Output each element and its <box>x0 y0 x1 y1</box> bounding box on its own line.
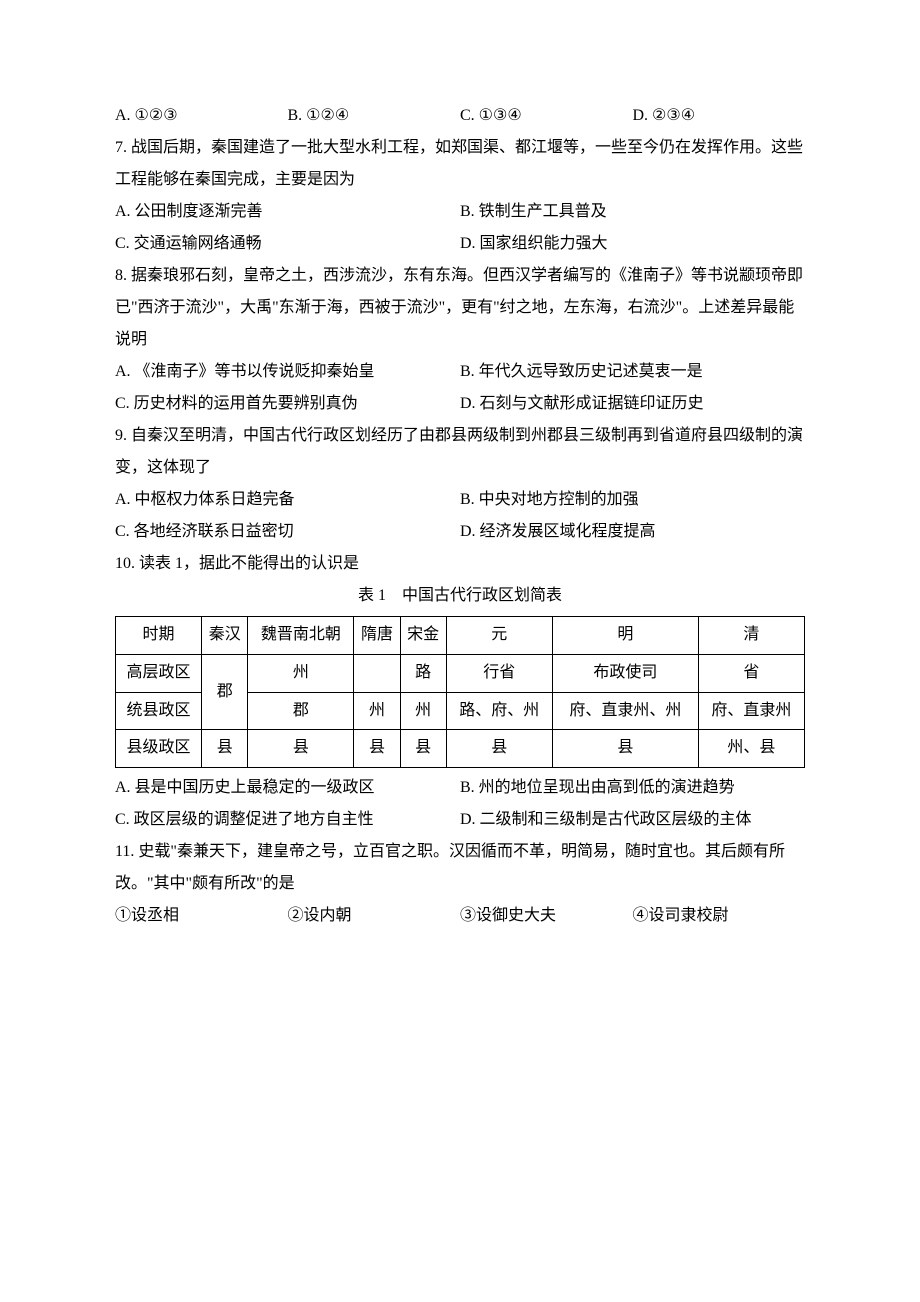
cell: 府、直隶州、州 <box>552 692 698 730</box>
cell: 州、县 <box>698 730 804 768</box>
cell: 县 <box>400 730 446 768</box>
q11-stem: 11. 史载"秦兼天下，建皇帝之号，立百官之职。汉因循而不革，明简易，随时宜也。… <box>115 836 805 900</box>
q8-stem: 8. 据秦琅邪石刻，皇帝之土，西涉流沙，东有东海。但西汉学者编写的《淮南子》等书… <box>115 260 805 356</box>
q7-opt-c: C. 交通运输网络通畅 <box>115 228 460 260</box>
th-period: 时期 <box>116 617 202 655</box>
q10-table-caption: 表 1 中国古代行政区划简表 <box>115 580 805 612</box>
cell: 县 <box>354 730 400 768</box>
q10-table: 时期 秦汉 魏晋南北朝 隋唐 宋金 元 明 清 高层政区 郡 州 路 行省 布政… <box>115 616 805 768</box>
q8-opt-c: C. 历史材料的运用首先要辨别真伪 <box>115 388 460 420</box>
cell: 州 <box>354 692 400 730</box>
q10-stem: 10. 读表 1，据此不能得出的认识是 <box>115 548 805 580</box>
q10-opt-c: C. 政区层级的调整促进了地方自主性 <box>115 804 460 836</box>
q9-opt-c: C. 各地经济联系日益密切 <box>115 516 460 548</box>
cell: 县 <box>446 730 552 768</box>
q7-opt-a: A. 公田制度逐渐完善 <box>115 196 460 228</box>
q11-item-2: ②设内朝 <box>288 900 461 932</box>
cell: 郡 <box>202 654 248 730</box>
cell: 州 <box>248 654 354 692</box>
q7-opt-d: D. 国家组织能力强大 <box>460 228 805 260</box>
q7-stem: 7. 战国后期，秦国建造了一批大型水利工程，如郑国渠、都江堰等，一些至今仍在发挥… <box>115 132 805 196</box>
q11-item-4: ④设司隶校尉 <box>633 900 806 932</box>
cell: 布政使司 <box>552 654 698 692</box>
th-suitang: 隋唐 <box>354 617 400 655</box>
table-header-row: 时期 秦汉 魏晋南北朝 隋唐 宋金 元 明 清 <box>116 617 805 655</box>
q6-opt-d: D. ②③④ <box>633 100 806 132</box>
cell: 县 <box>248 730 354 768</box>
table-row: 高层政区 郡 州 路 行省 布政使司 省 <box>116 654 805 692</box>
th-qinhan: 秦汉 <box>202 617 248 655</box>
q6-opt-b: B. ①②④ <box>288 100 461 132</box>
q9-opt-b: B. 中央对地方控制的加强 <box>460 484 805 516</box>
q9-opt-a: A. 中枢权力体系日趋完备 <box>115 484 460 516</box>
q9-opt-d: D. 经济发展区域化程度提高 <box>460 516 805 548</box>
q8-opt-a: A. 《淮南子》等书以传说贬抑秦始皇 <box>115 356 460 388</box>
cell: 路、府、州 <box>446 692 552 730</box>
q11-item-3: ③设御史大夫 <box>460 900 633 932</box>
cell: 高层政区 <box>116 654 202 692</box>
cell: 州 <box>400 692 446 730</box>
q10-opt-a: A. 县是中国历史上最稳定的一级政区 <box>115 772 460 804</box>
cell: 府、直隶州 <box>698 692 804 730</box>
table-row: 县级政区 县 县 县 县 县 县 州、县 <box>116 730 805 768</box>
q10-opt-b: B. 州的地位呈现出由高到低的演进趋势 <box>460 772 805 804</box>
cell: 统县政区 <box>116 692 202 730</box>
q6-opt-c: C. ①③④ <box>460 100 633 132</box>
q8-opt-b: B. 年代久远导致历史记述莫衷一是 <box>460 356 805 388</box>
cell: 省 <box>698 654 804 692</box>
q8-opt-d: D. 石刻与文献形成证据链印证历史 <box>460 388 805 420</box>
q6-opt-a: A. ①②③ <box>115 100 288 132</box>
q10-opt-d: D. 二级制和三级制是古代政区层级的主体 <box>460 804 805 836</box>
cell: 县 <box>202 730 248 768</box>
q7-opt-b: B. 铁制生产工具普及 <box>460 196 805 228</box>
cell: 郡 <box>248 692 354 730</box>
th-ming: 明 <box>552 617 698 655</box>
cell: 县 <box>552 730 698 768</box>
cell: 县级政区 <box>116 730 202 768</box>
cell: 路 <box>400 654 446 692</box>
th-yuan: 元 <box>446 617 552 655</box>
q11-item-1: ①设丞相 <box>115 900 288 932</box>
q9-stem: 9. 自秦汉至明清，中国古代行政区划经历了由郡县两级制到州郡县三级制再到省道府县… <box>115 420 805 484</box>
cell <box>354 654 400 692</box>
cell: 行省 <box>446 654 552 692</box>
th-songjin: 宋金 <box>400 617 446 655</box>
th-qing: 清 <box>698 617 804 655</box>
th-weijin: 魏晋南北朝 <box>248 617 354 655</box>
